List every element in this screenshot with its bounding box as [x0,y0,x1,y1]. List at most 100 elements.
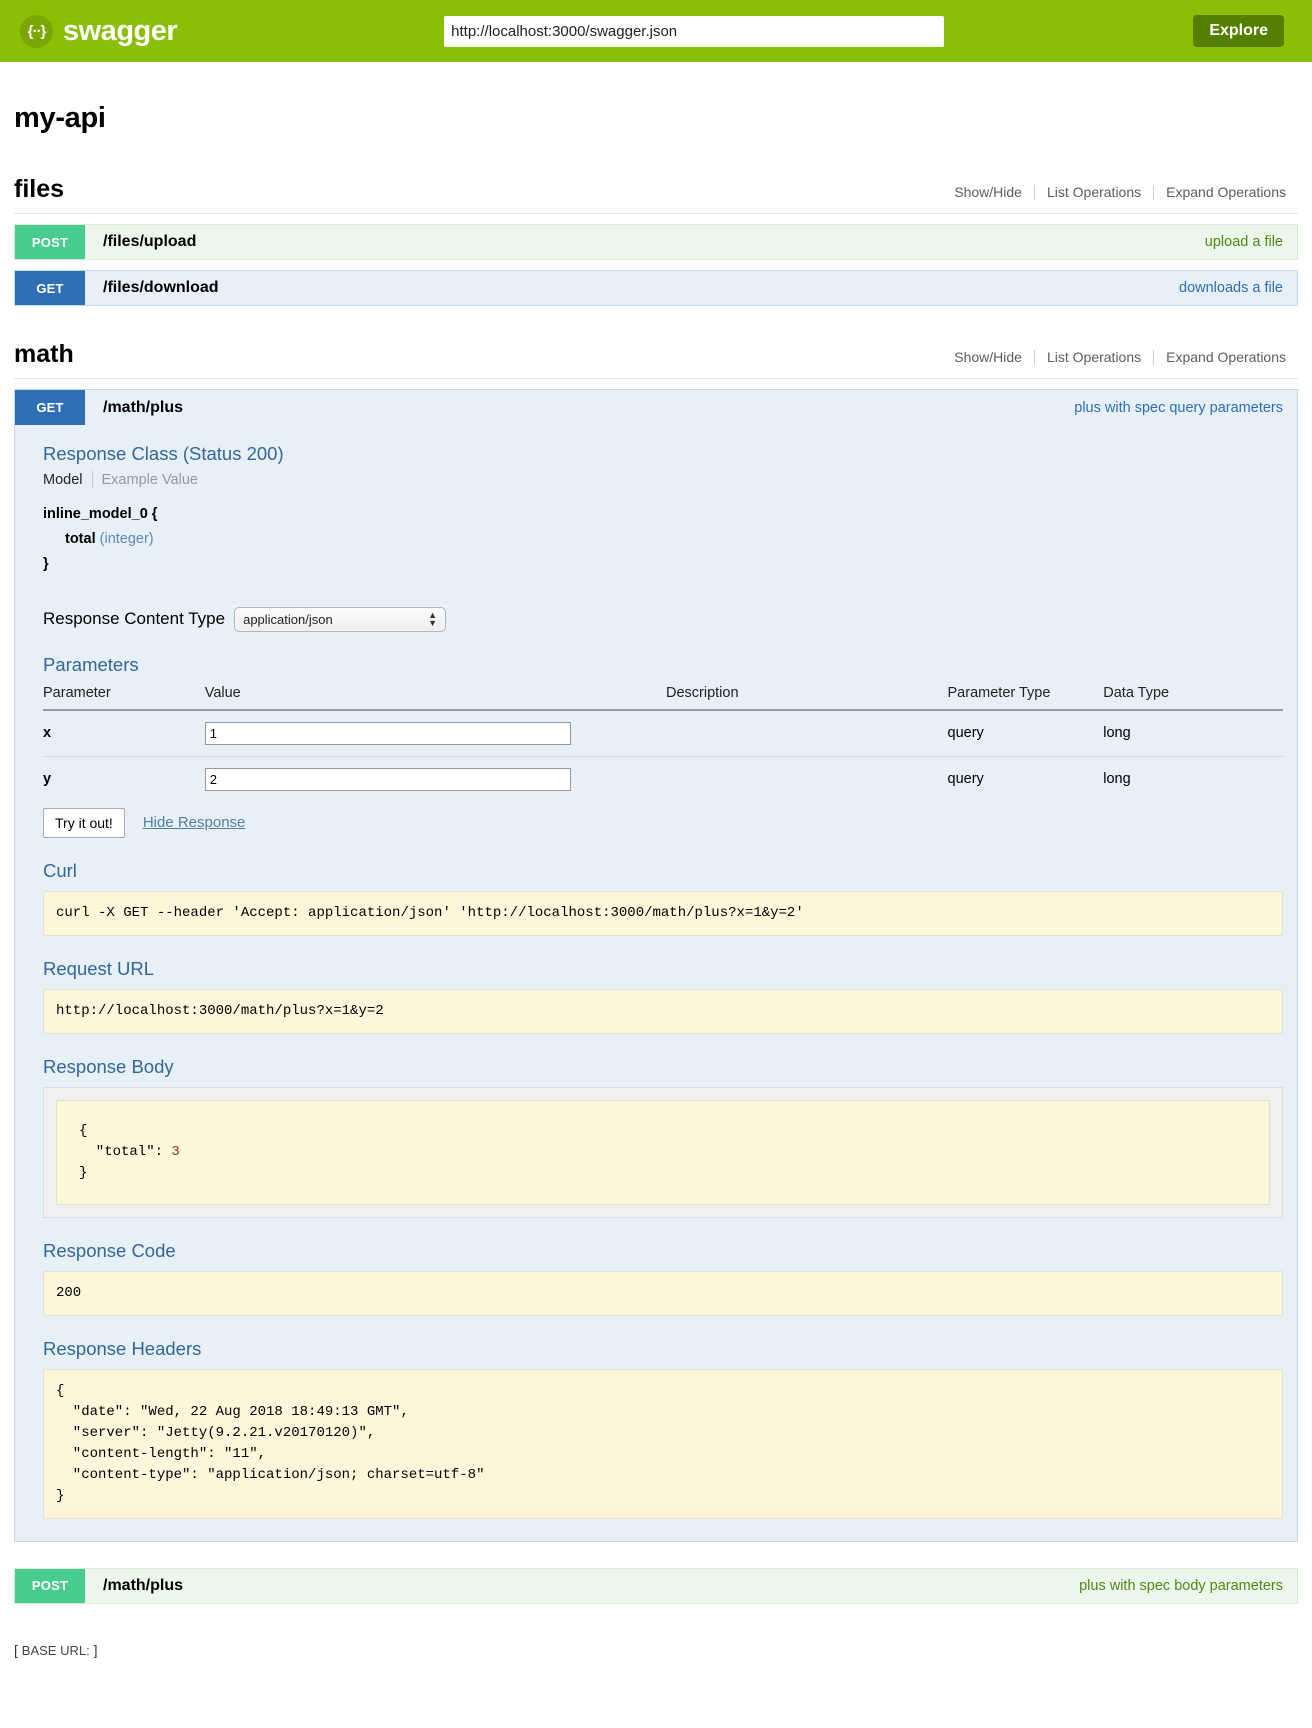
response-headers-heading: Response Headers [43,1337,202,1359]
operation-path[interactable]: /math/plus [103,398,184,416]
page-title: my-api [14,102,106,134]
col-header-value: Value [204,684,666,711]
option-divider [1153,184,1155,200]
response-body-container: { "total": 3 } [43,1086,1283,1218]
resource-name[interactable]: files [14,175,65,203]
json-key: "total": [79,1143,172,1160]
swagger-brace-icon: {··} [20,14,53,48]
param-description [665,709,948,757]
expand-operations-link[interactable]: Expand Operations [1166,184,1286,200]
parameters-heading: Parameters [43,653,139,675]
topbar: {··} swagger Explore [0,0,1312,62]
col-header-description: Description [665,684,948,711]
operation-post-files-upload[interactable]: POST /files/upload upload a file [14,224,1298,260]
model-property-name: total [65,530,96,547]
resource-options: Show/Hide List Operations Expand Operati… [942,184,1298,200]
operation-header[interactable]: POST /files/upload upload a file [14,224,1298,260]
operation-summary[interactable]: downloads a file [1179,280,1283,296]
swagger-logo[interactable]: {··} swagger [20,14,178,48]
spec-url-input[interactable] [444,15,945,47]
hide-response-link[interactable]: Hide Response [142,814,246,832]
param-value-input-x[interactable] [204,721,571,745]
operation-header[interactable]: POST /math/plus plus with spec body para… [14,1567,1298,1604]
response-code-heading: Response Code [43,1239,176,1261]
tab-divider [91,471,93,488]
curl-heading: Curl [43,859,77,881]
model-close: } [43,555,49,572]
operation-summary[interactable]: plus with spec query parameters [1074,399,1283,416]
explore-button[interactable]: Explore [1193,15,1284,47]
option-divider [1033,349,1035,365]
operation-header[interactable]: GET /files/download downloads a file [14,270,1298,306]
option-divider [1033,184,1035,200]
model-property-type: (integer) [99,530,154,547]
list-operations-link[interactable]: List Operations [1046,184,1142,200]
tab-model[interactable]: Model [43,471,83,488]
method-badge: POST [15,1568,85,1603]
operation-actions: Try it out! Hide Response [43,807,1283,838]
resource-math: math Show/Hide List Operations Expand Op… [14,340,1298,1604]
resource-name[interactable]: math [14,340,74,368]
col-header-data-type: Data Type [1103,684,1283,711]
try-it-out-button[interactable]: Try it out! [43,807,125,838]
response-content-type-label: Response Content Type [43,609,226,629]
param-data-type: long [1103,771,1131,788]
operation-summary[interactable]: plus with spec body parameters [1079,1577,1283,1594]
operation-path[interactable]: /math/plus [103,1576,184,1594]
resource-header: math Show/Hide List Operations Expand Op… [14,340,1298,379]
footer-close-bracket: ] [93,1641,98,1658]
footer-open-bracket: [ [14,1641,18,1658]
option-divider [1153,349,1155,365]
response-class-heading: Response Class (Status 200) [43,443,284,464]
json-open: { [79,1122,88,1139]
resource-options: Show/Hide List Operations Expand Operati… [942,349,1298,365]
model-property: total (integer) [43,527,1283,552]
operation-get-files-download[interactable]: GET /files/download downloads a file [14,270,1298,306]
model-open: inline_model_0 { [43,506,158,522]
response-body-heading: Response Body [43,1055,174,1077]
response-headers: { "date": "Wed, 22 Aug 2018 18:49:13 GMT… [43,1368,1283,1519]
show-hide-link[interactable]: Show/Hide [954,184,1022,200]
response-content-type-select[interactable]: application/json [234,606,447,632]
json-value: 3 [171,1143,180,1160]
page-content: my-api files Show/Hide List Operations E… [0,102,1312,1682]
operation-summary[interactable]: upload a file [1204,234,1283,250]
method-badge: GET [15,390,85,425]
response-content-type-row: Response Content Type application/json ▲… [43,606,1283,632]
request-url: http://localhost:3000/math/plus?x=1&y=2 [43,988,1283,1034]
operation-path[interactable]: /files/download [103,279,219,296]
tab-example-value[interactable]: Example Value [101,471,198,488]
param-data-type: long [1103,709,1283,757]
resource-files: files Show/Hide List Operations Expand O… [14,175,1298,306]
table-row: x query long [43,709,1283,757]
curl-command: curl -X GET --header 'Accept: applicatio… [43,890,1283,936]
table-row: y query long [43,756,1283,802]
param-description [666,756,948,802]
response-code: 200 [43,1270,1283,1316]
operation-details: Response Class (Status 200) Model Exampl… [14,425,1298,1542]
operation-get-math-plus: GET /math/plus plus with spec query para… [14,389,1298,1542]
col-header-parameter: Parameter [43,684,205,711]
col-header-parameter-type: Parameter Type [947,684,1104,711]
expand-operations-link[interactable]: Expand Operations [1166,349,1286,365]
base-url-label: BASE URL: [21,1642,90,1658]
param-name: x [43,709,205,757]
response-body: { "total": 3 } [56,1099,1270,1205]
parameters-table: Parameter Value Description Parameter Ty… [43,684,1283,802]
operation-path[interactable]: /files/upload [103,233,197,250]
resource-header: files Show/Hide List Operations Expand O… [14,175,1298,214]
footer: [ BASE URL: ] [14,1630,1298,1682]
json-close: } [79,1164,88,1181]
show-hide-link[interactable]: Show/Hide [954,349,1022,365]
operation-post-math-plus[interactable]: POST /math/plus plus with spec body para… [14,1567,1298,1604]
operation-header[interactable]: GET /math/plus plus with spec query para… [14,389,1298,425]
list-operations-link[interactable]: List Operations [1046,349,1142,365]
param-value-input-y[interactable] [204,767,571,791]
param-name: y [43,771,52,788]
method-badge: POST [15,225,85,259]
param-type: query [947,771,984,788]
response-model: inline_model_0 { total (integer) } [43,502,1283,577]
swagger-logo-text: swagger [63,14,178,47]
table-header-row: Parameter Value Description Parameter Ty… [43,684,1283,711]
model-tabs: Model Example Value [43,471,1283,488]
